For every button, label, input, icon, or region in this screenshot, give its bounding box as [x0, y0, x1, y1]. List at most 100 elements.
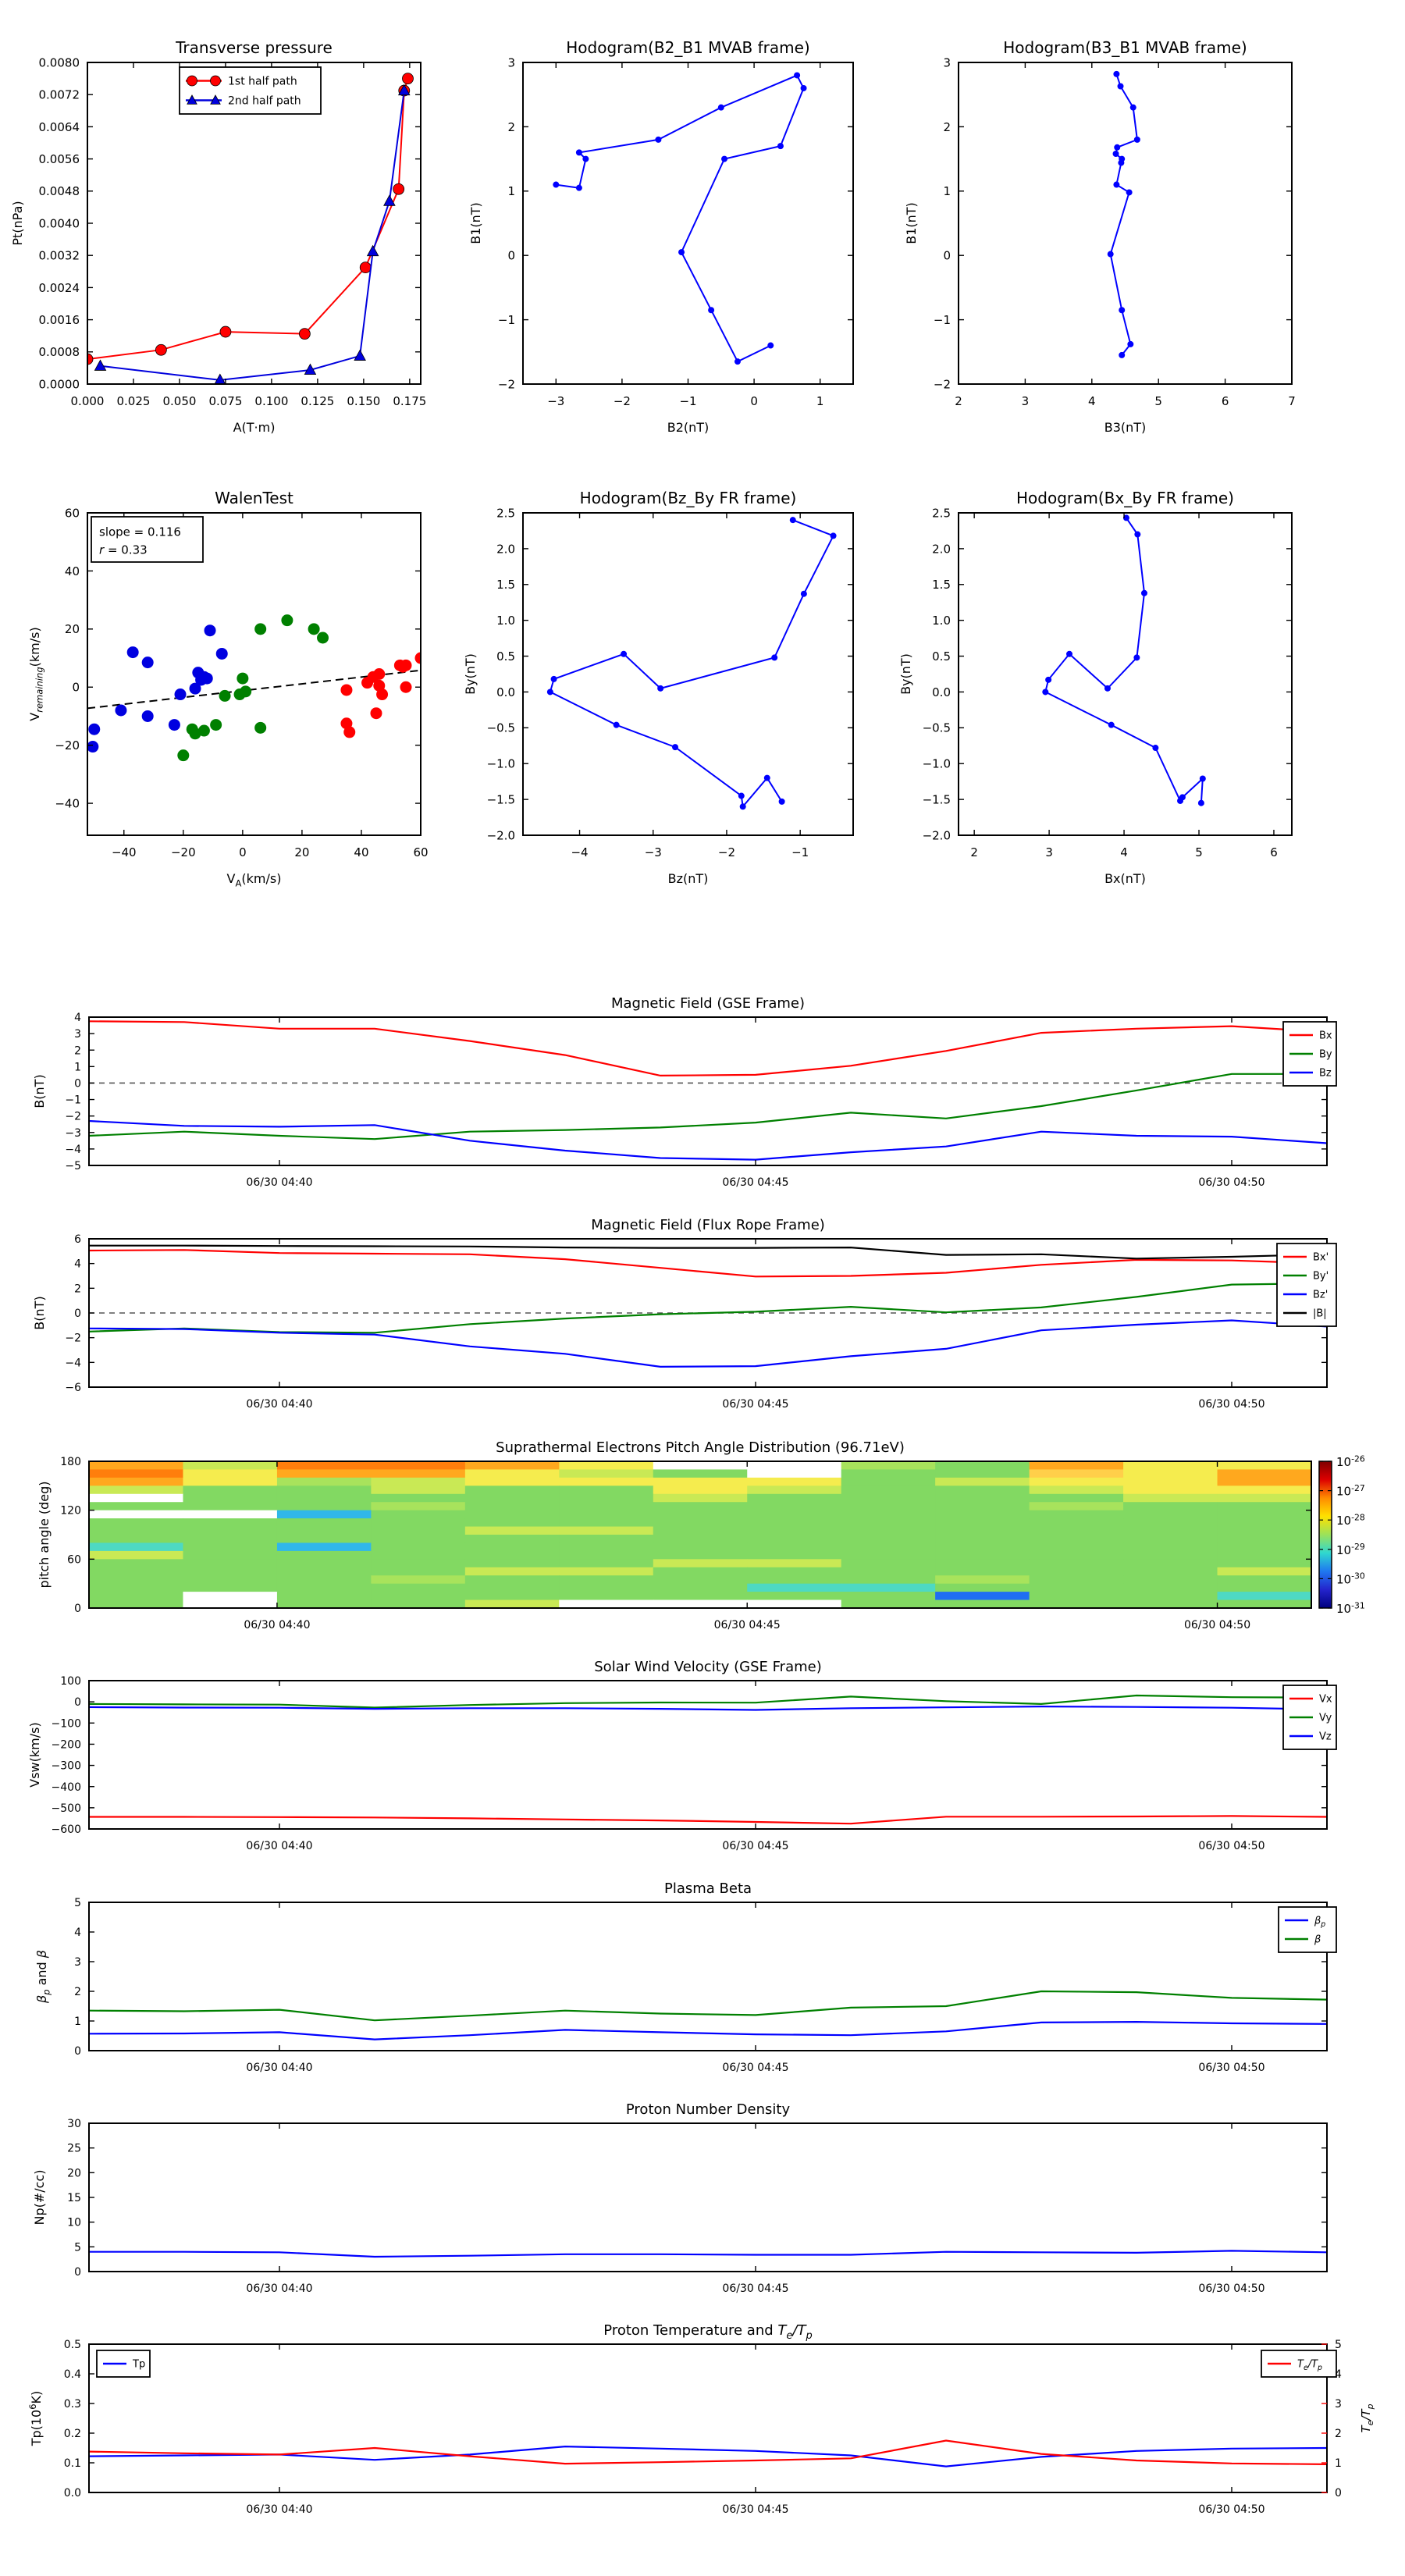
- heatmap-cell: [653, 1526, 748, 1535]
- y-tick-label: 0.5: [496, 649, 515, 664]
- dot-marker-icon: [575, 149, 582, 156]
- dot-marker-icon: [141, 710, 154, 722]
- y-tick-label: −1: [65, 1094, 81, 1107]
- heatmap-cell: [89, 1592, 184, 1601]
- heatmap-cell: [183, 1461, 278, 1471]
- heatmap-cell: [1217, 1526, 1312, 1535]
- y-tick-label: 0.0056: [39, 152, 80, 166]
- chart-title: Plasma Beta: [664, 1880, 752, 1897]
- y-tick-label: 0: [74, 1308, 81, 1320]
- heatmap-cell: [559, 1583, 654, 1592]
- heatmap-cell: [653, 1493, 748, 1503]
- heatmap-cell: [559, 1518, 654, 1528]
- x-tick-label: −2: [614, 394, 631, 408]
- chart-title: Solar Wind Velocity (GSE Frame): [594, 1659, 821, 1675]
- dot-marker-icon: [254, 721, 267, 734]
- dot-marker-icon: [281, 614, 293, 627]
- heatmap-cell: [183, 1526, 278, 1535]
- axes-frame: [88, 1016, 1328, 1166]
- dot-marker-icon: [582, 155, 589, 162]
- x-tick-label: −3: [547, 394, 564, 408]
- heatmap-cell: [1029, 1493, 1124, 1503]
- heatmap-cell: [183, 1493, 278, 1503]
- x-tick-label: 60: [413, 845, 428, 859]
- heatmap-cell: [464, 1575, 560, 1585]
- plot-area: [88, 1020, 1328, 1161]
- x-tick-label: 06/30 04:50: [1198, 2062, 1264, 2074]
- heatmap-cell: [1123, 1477, 1218, 1486]
- y-tick-label: 2.5: [496, 506, 515, 520]
- chart-title: Hodogram(B3_B1 MVAB frame): [1003, 38, 1247, 57]
- y-tick-label: −1.0: [487, 757, 515, 771]
- colorbar-tick-label: 10-27: [1336, 1483, 1365, 1499]
- y-axis-label: pitch angle (deg): [37, 1481, 52, 1588]
- y-tick-label: −1.5: [923, 793, 951, 807]
- series-1st half path: [87, 78, 409, 361]
- dot-marker-icon: [708, 307, 715, 314]
- magnetic-field-fr-chart: 06/30 04:40 06/30 04:45 06/30 04:50 −6 −4 −2 0…: [32, 1217, 1337, 1411]
- series-Bx-By path: [1044, 517, 1204, 803]
- y-tick-label: 0: [74, 1077, 81, 1090]
- annotation-line: slope = 0.116: [99, 525, 181, 539]
- y-tick-label: 0.0064: [39, 120, 80, 134]
- y-tick-label: 20: [65, 622, 80, 636]
- dot-marker-icon: [789, 517, 796, 524]
- series-Vy: [88, 1694, 1328, 1709]
- heatmap-cell: [371, 1599, 466, 1609]
- heatmap-cell: [183, 1592, 278, 1601]
- axes-frame: [522, 512, 854, 836]
- heatmap-cell: [559, 1559, 654, 1568]
- heatmap-cell: [559, 1599, 654, 1609]
- legend-label: Te/Tp: [1297, 2359, 1322, 2373]
- heatmap-cell: [464, 1583, 560, 1592]
- dot-marker-icon: [771, 654, 778, 661]
- dot-marker-icon: [400, 659, 412, 671]
- colorbar-tick-label: 10-31: [1336, 1600, 1365, 1616]
- y-tick-label: −4: [65, 1357, 81, 1369]
- heatmap-cell: [89, 1485, 184, 1495]
- right-y-tick-label: 0: [1335, 2487, 1342, 2500]
- heatmap-cell: [559, 1493, 654, 1503]
- x-axis-label: A(T·m): [233, 420, 276, 435]
- y-tick-label: 6: [74, 1233, 81, 1246]
- axes-frame: [958, 512, 1293, 836]
- y-tick-label: −200: [52, 1738, 81, 1751]
- x-tick-label: 06/30 04:50: [1198, 1840, 1264, 1852]
- axes-frame: [88, 1680, 1328, 1830]
- heatmap-cell: [371, 1592, 466, 1601]
- x-tick-label: −4: [571, 845, 588, 859]
- dot-marker-icon: [1133, 136, 1140, 143]
- heatmap-cell: [841, 1485, 936, 1495]
- x-tick-label: 0.000: [71, 394, 105, 408]
- y-tick-label: −2: [65, 1111, 81, 1123]
- heatmap-cell: [935, 1469, 1030, 1478]
- heatmap-cell: [371, 1493, 466, 1503]
- heatmap-cell: [89, 1542, 184, 1552]
- series-2nd half path: [100, 90, 405, 381]
- dot-marker-icon: [370, 707, 382, 720]
- heatmap-cell: [653, 1575, 748, 1585]
- y-tick-label: 1: [74, 1061, 81, 1073]
- axes-frame: [522, 62, 854, 385]
- heatmap-cell: [276, 1493, 372, 1503]
- y-tick-label: −1: [934, 313, 951, 327]
- series-Vz: [88, 1705, 1328, 1711]
- legend-label: Vz: [1319, 1731, 1332, 1743]
- y-tick-label: 0.0: [932, 685, 951, 699]
- y-tick-label: 0.0016: [39, 313, 80, 327]
- x-tick-label: 2: [970, 845, 978, 859]
- legend-label: 1st half path: [228, 76, 297, 88]
- heatmap-cell: [183, 1502, 278, 1511]
- y-tick-label: 0.4: [64, 2368, 81, 2381]
- legend-label: By: [1319, 1049, 1332, 1061]
- x-tick-label: 06/30 04:40: [244, 1619, 310, 1631]
- heatmap-cell: [1123, 1502, 1218, 1511]
- dot-marker-icon: [763, 774, 770, 781]
- plot-area: [1107, 70, 1140, 358]
- x-tick-label: 06/30 04:40: [246, 2282, 312, 2295]
- heatmap-cell: [747, 1493, 842, 1503]
- dot-marker-icon: [340, 684, 353, 696]
- heatmap-cell: [89, 1535, 184, 1544]
- y-tick-label: 0.0048: [39, 184, 80, 198]
- heatmap-cell: [371, 1477, 466, 1486]
